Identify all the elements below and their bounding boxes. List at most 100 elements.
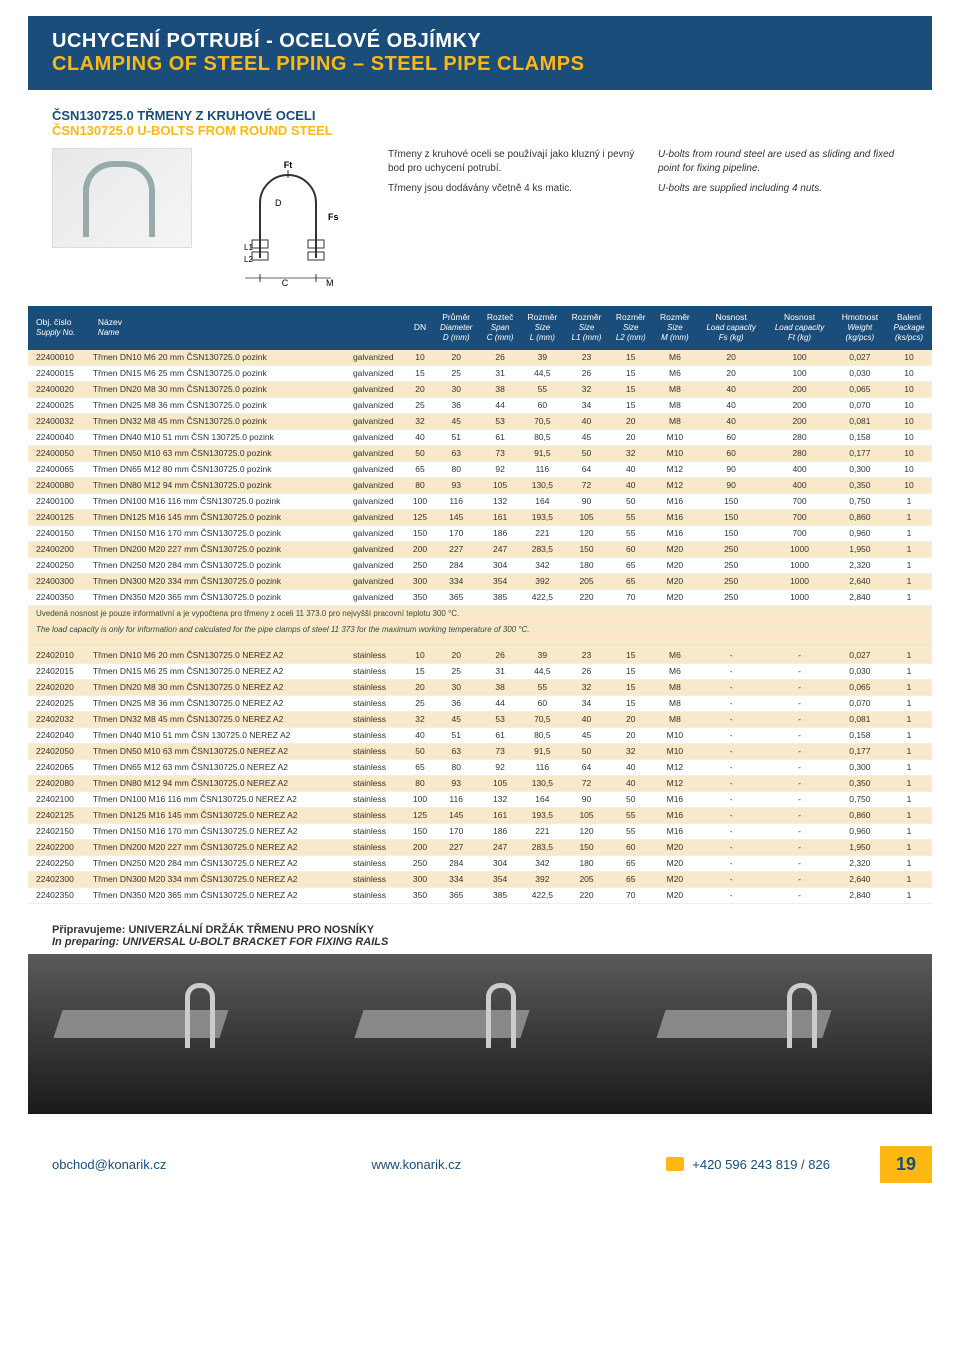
table-cell: 65 [408,461,433,477]
table-cell: 400 [765,461,833,477]
table-cell: 22400020 [28,381,90,397]
table-cell: 200 [408,541,433,557]
table-row: 22402100Třmen DN100 M16 116 mm ČSN130725… [28,791,932,807]
table-cell: 60 [520,695,564,711]
footer-web: www.konarik.cz [216,1157,616,1172]
table-cell: 250 [697,573,765,589]
table-cell: 15 [408,365,433,381]
table-cell: stainless [350,887,408,903]
table-cell: 45 [432,711,479,727]
table-cell: M20 [653,855,697,871]
table-cell: 73 [480,445,520,461]
table-cell: 20 [609,727,653,743]
table-cell: - [765,887,833,903]
svg-text:L2: L2 [244,255,253,264]
table-cell: stainless [350,759,408,775]
col-header: RoztečSpanC (mm) [480,306,520,350]
table-cell: 64 [564,759,608,775]
table-cell: 22400150 [28,525,90,541]
table-cell: 39 [520,647,564,663]
table-cell: 100 [765,365,833,381]
table-cell: 284 [432,557,479,573]
table-cell: 365 [432,589,479,605]
table-row: 22400010Třmen DN10 M6 20 mm ČSN130725.0 … [28,350,932,366]
table-cell: 1,950 [834,839,886,855]
prep-label-en: In preparing: [52,936,119,948]
table-cell: 90 [564,791,608,807]
table-cell: Třmen DN20 M8 30 mm ČSN130725.0 pozink [90,381,350,397]
col-header: BaleníPackage(ks/pcs) [886,306,932,350]
table-cell: M6 [653,663,697,679]
table-row: 22400032Třmen DN32 M8 45 mm ČSN130725.0 … [28,413,932,429]
table-row: 22402350Třmen DN350 M20 365 mm ČSN130725… [28,887,932,903]
table-cell: 32 [609,445,653,461]
table-cell: 10 [886,397,932,413]
svg-text:C: C [282,278,289,288]
table-cell: 22402350 [28,887,90,903]
table-cell: 105 [480,477,520,493]
table-cell: 55 [609,525,653,541]
table-cell: 1 [886,807,932,823]
table-cell: 20 [609,711,653,727]
table-cell: galvanized [350,477,408,493]
table-cell: M20 [653,573,697,589]
table-cell: M16 [653,807,697,823]
svg-text:Fs: Fs [328,212,339,222]
table-cell: 15 [609,381,653,397]
table-cell: 10 [408,647,433,663]
table-cell: 70,5 [520,413,564,429]
table-cell: 22402025 [28,695,90,711]
table-cell: 304 [480,855,520,871]
table-cell: 116 [520,759,564,775]
table-cell: 1 [886,557,932,573]
table-cell: 0,065 [834,381,886,397]
table-cell: 250 [697,589,765,605]
table-cell: 130,5 [520,477,564,493]
table-cell: 0,750 [834,493,886,509]
table-row: 22400125Třmen DN125 M16 145 mm ČSN130725… [28,509,932,525]
table-cell: 40 [609,775,653,791]
table-cell: M16 [653,493,697,509]
table-cell: - [765,839,833,855]
table-cell: 60 [609,839,653,855]
table-cell: Třmen DN15 M6 25 mm ČSN130725.0 pozink [90,365,350,381]
table-cell: 51 [432,727,479,743]
table-cell: 1 [886,541,932,557]
table-cell: 34 [564,695,608,711]
table-cell: stainless [350,871,408,887]
table-cell: 120 [564,525,608,541]
table-cell: 10 [886,429,932,445]
table-head: Obj. čísloSupply No.NázevNameDNPrůměrDia… [28,306,932,350]
table-row: 22400040Třmen DN40 M10 51 mm ČSN 130725.… [28,429,932,445]
table-cell: galvanized [350,397,408,413]
table-cell: 50 [408,743,433,759]
table-cell: 70 [609,887,653,903]
table-cell: 250 [697,557,765,573]
table-cell: - [697,791,765,807]
table-cell: 247 [480,839,520,855]
table-cell: Třmen DN50 M10 63 mm ČSN130725.0 NEREZ A… [90,743,350,759]
table-cell: - [697,647,765,663]
table-cell: M20 [653,871,697,887]
table-cell: galvanized [350,350,408,366]
table-cell: - [765,711,833,727]
table-cell: 250 [408,557,433,573]
table-cell: 205 [564,871,608,887]
table-cell: - [697,711,765,727]
table-cell: 22402250 [28,855,90,871]
table-cell: - [765,823,833,839]
table-cell: 22402015 [28,663,90,679]
table-cell: M10 [653,429,697,445]
table-cell: 63 [432,743,479,759]
table-cell: 26 [564,365,608,381]
table-cell: 40 [697,413,765,429]
table-cell: 20 [432,647,479,663]
table-cell: 15 [609,350,653,366]
table-cell: 20 [408,679,433,695]
table-cell: 161 [480,807,520,823]
table-cell: stainless [350,743,408,759]
table-cell: 92 [480,461,520,477]
table-cell: 22400125 [28,509,90,525]
table-cell: 80,5 [520,727,564,743]
table-cell: Třmen DN40 M10 51 mm ČSN 130725.0 NEREZ … [90,727,350,743]
